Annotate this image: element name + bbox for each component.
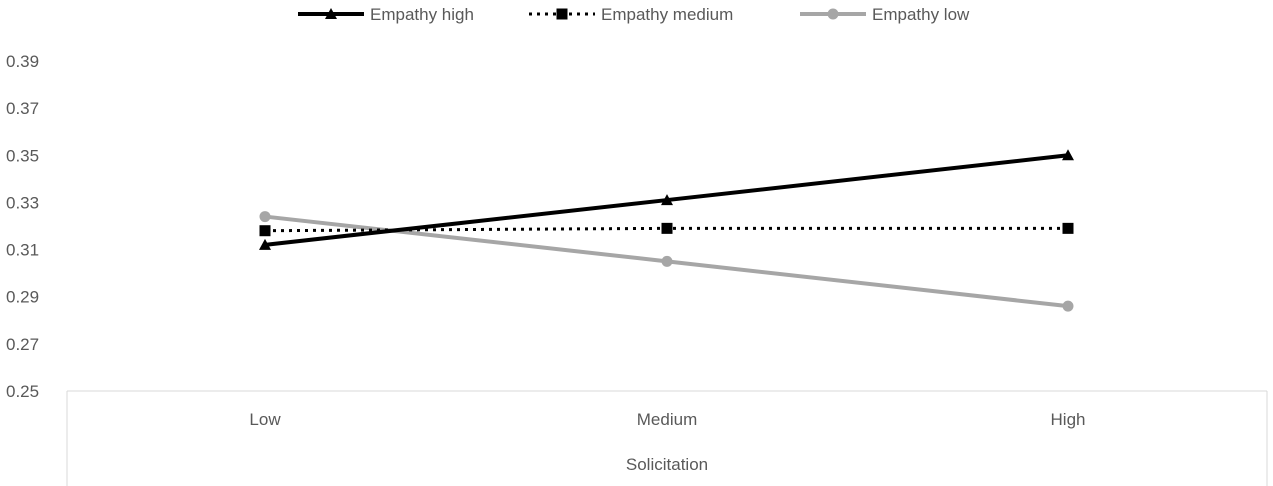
series-2: [259, 222, 1074, 237]
x-axis-category-box: [66, 391, 1268, 486]
y-axis-ticks: 0.25 0.27 0.29 0.31 0.33 0.35 0.37 0.39: [6, 52, 39, 401]
y-tick-label: 0.37: [6, 99, 39, 118]
y-tick-label: 0.27: [6, 335, 39, 354]
data-point: [1062, 149, 1074, 161]
x-tick-label: Medium: [637, 410, 697, 429]
y-tick-label: 0.39: [6, 52, 39, 71]
data-point: [661, 222, 673, 234]
legend-label: Empathy high: [370, 5, 474, 24]
y-tick-label: 0.33: [6, 193, 39, 212]
legend-label: Empathy low: [872, 5, 970, 24]
y-tick-label: 0.35: [6, 146, 39, 165]
series-1: [259, 149, 1074, 250]
data-point: [1062, 222, 1074, 234]
data-point: [259, 211, 271, 223]
data-point: [259, 225, 271, 237]
x-axis-title: Solicitation: [626, 455, 708, 474]
legend-item: Empathy medium: [529, 5, 733, 24]
x-tick-label: High: [1051, 410, 1086, 429]
y-tick-label: 0.25: [6, 382, 39, 401]
series-layer: [259, 149, 1074, 312]
legend-item: Empathy low: [800, 5, 970, 24]
y-tick-label: 0.31: [6, 241, 39, 260]
data-point: [661, 255, 673, 267]
data-point: [259, 238, 271, 250]
legend-label: Empathy medium: [601, 5, 733, 24]
legend-item: Empathy high: [298, 5, 474, 24]
data-point: [1062, 300, 1074, 312]
legend-marker: [325, 8, 337, 19]
x-axis-ticks: Low Medium High: [249, 410, 1085, 429]
x-tick-label: Low: [249, 410, 281, 429]
y-tick-label: 0.29: [6, 288, 39, 307]
legend-marker: [827, 8, 839, 20]
data-point: [661, 194, 673, 206]
legend-marker: [556, 8, 568, 20]
legend: Empathy high Empathy medium Empathy low: [298, 5, 970, 24]
